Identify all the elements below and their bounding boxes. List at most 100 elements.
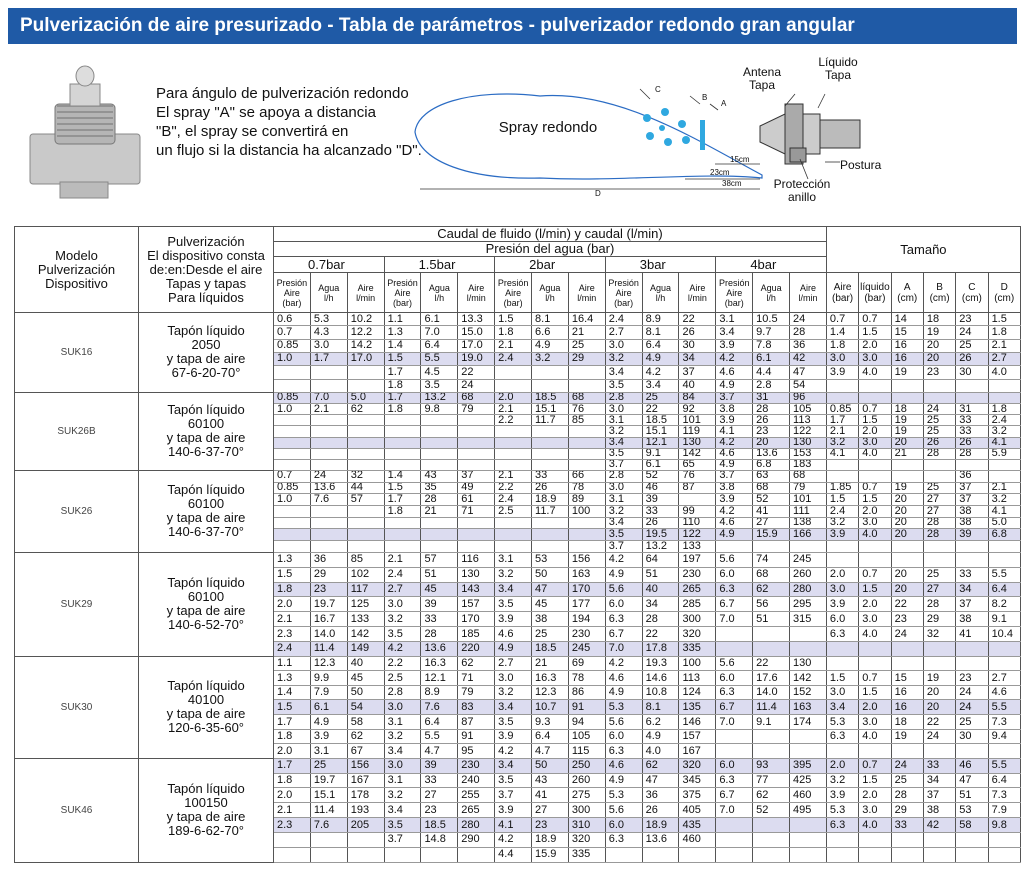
table-cell: 3.4 <box>383 802 422 819</box>
table-cell: 30 <box>955 365 989 380</box>
table-cell: 36 <box>641 787 680 804</box>
table-cell: 1.7 <box>309 351 348 367</box>
intro: Spray redondo Antena Tapa Líquido Tapa P… <box>0 44 1025 226</box>
table-cell: 16 <box>890 351 924 367</box>
table-cell: 4.6 <box>715 365 754 380</box>
table-cell: 21 <box>420 505 459 518</box>
table-cell: 3.7 <box>604 540 643 553</box>
table-cell: 14.0 <box>309 626 348 642</box>
table-cell: 4.0 <box>858 728 892 745</box>
table-cell: 17.6 <box>752 670 791 686</box>
table-cell <box>346 378 385 393</box>
data-row: 1.8 23 117 2.7 45 143 3.4 47 170 5.6 40 265 6.3 62 280… <box>15 581 1021 598</box>
table-cell <box>273 505 311 518</box>
table-cell <box>383 447 422 460</box>
table-cell <box>383 516 422 530</box>
text-line: l/h <box>655 292 666 303</box>
table-cell: 5.0 <box>987 516 1021 530</box>
table-cell: 28 <box>641 611 680 628</box>
table-cell: 6.0 <box>715 670 754 686</box>
table-cell: 265 <box>457 802 496 819</box>
text-line: l/min <box>577 292 597 303</box>
table-cell <box>457 540 496 553</box>
table-cell: 4.9 <box>715 528 754 542</box>
table-cell: 2.2 <box>494 481 533 495</box>
table-cell: 6.0 <box>604 728 643 745</box>
table-cell: 3.2 <box>987 493 1021 507</box>
table-cell: 3.9 <box>825 596 860 613</box>
table-cell <box>890 831 924 848</box>
table-cell: 3.9 <box>825 365 860 380</box>
table-cell: 130 <box>789 436 827 449</box>
title-bar: Pulverización de aire presurizado - Tabl… <box>8 8 1017 44</box>
table-cell: 30 <box>955 728 989 745</box>
table-cell <box>922 469 957 483</box>
text-line: Agua <box>650 282 672 293</box>
table-cell: 2.2 <box>383 655 422 672</box>
table-cell: 86 <box>567 684 606 701</box>
table-cell: 2.1 <box>383 551 422 568</box>
table-cell: 9.8 <box>987 817 1021 833</box>
table-cell: 43 <box>531 772 569 789</box>
table-cell <box>922 640 957 657</box>
table-cell: 152 <box>789 684 827 701</box>
table-cell <box>858 378 892 393</box>
table-cell: 10.4 <box>987 626 1021 642</box>
table-cell: 3.4 <box>604 516 643 530</box>
data-row: 1.5 29 102 2.4 51 130 3.2 50 163 4.9 51 230 6.0 68 260… <box>15 566 1021 583</box>
table-cell: 6.8 <box>987 528 1021 542</box>
table-cell: 93 <box>752 757 791 774</box>
table-cell <box>922 846 957 863</box>
text-line: 2050 <box>191 337 221 353</box>
table-cell: 5.5 <box>420 351 459 367</box>
table-cell: 2.5 <box>494 505 533 518</box>
table-cell: 26 <box>955 436 989 449</box>
table-cell: 25 <box>890 772 924 789</box>
table-cell: 20 <box>922 351 957 367</box>
table-cell: 2.8 <box>604 391 643 405</box>
table-cell <box>273 378 311 393</box>
table-cell <box>890 551 924 568</box>
table-cell <box>987 640 1021 657</box>
table-cell: 4.2 <box>604 551 643 568</box>
table-cell <box>987 655 1021 672</box>
text-line: 140-6-52-70° <box>167 617 245 633</box>
table-cell: 3.2 <box>383 787 422 804</box>
table-cell: 3.4 <box>641 378 680 393</box>
table-cell <box>890 458 924 471</box>
text-line: Presión <box>608 277 639 288</box>
table-cell <box>494 378 533 393</box>
table-cell: 8.9 <box>641 311 680 327</box>
table-cell <box>825 551 860 568</box>
data-row: 1.0 1.7 17.0 1.5 5.5 19.0 2.4 3.2 29 3.2 4.9 34 4.2 6… <box>15 351 1021 367</box>
table-cell <box>752 846 791 863</box>
text-line: Pulverización <box>37 261 116 277</box>
table-cell: 7.0 <box>309 391 348 405</box>
table-cell: 1.7 <box>825 414 860 427</box>
diagram-label: 15cm <box>730 155 750 164</box>
table-cell: 13.2 <box>641 540 680 553</box>
table-cell: 4.0 <box>987 365 1021 380</box>
table-cell <box>752 817 791 833</box>
table-cell: 41 <box>955 626 989 642</box>
table-cell: 43 <box>420 469 459 483</box>
table-cell: 91 <box>567 699 606 716</box>
table-cell <box>494 425 533 438</box>
table-cell: 116 <box>457 551 496 568</box>
text-line: Tapón líquido <box>167 402 245 418</box>
table-cell: 4.6 <box>987 684 1021 701</box>
table-cell <box>825 378 860 393</box>
table-cell: 12.2 <box>346 325 385 340</box>
table-cell: 78 <box>567 481 606 495</box>
table-cell: 5.5 <box>420 728 459 745</box>
table-cell: 6.3 <box>604 743 643 759</box>
table-cell: 102 <box>346 566 385 583</box>
table-cell: 28 <box>789 325 827 340</box>
table-cell <box>457 425 496 438</box>
table-cell <box>715 831 754 848</box>
table-cell: 240 <box>457 772 496 789</box>
table-cell: 76 <box>567 403 606 416</box>
table-cell: 6.3 <box>715 684 754 701</box>
table-cell: 23 <box>420 802 459 819</box>
table-cell: 7.9 <box>987 802 1021 819</box>
